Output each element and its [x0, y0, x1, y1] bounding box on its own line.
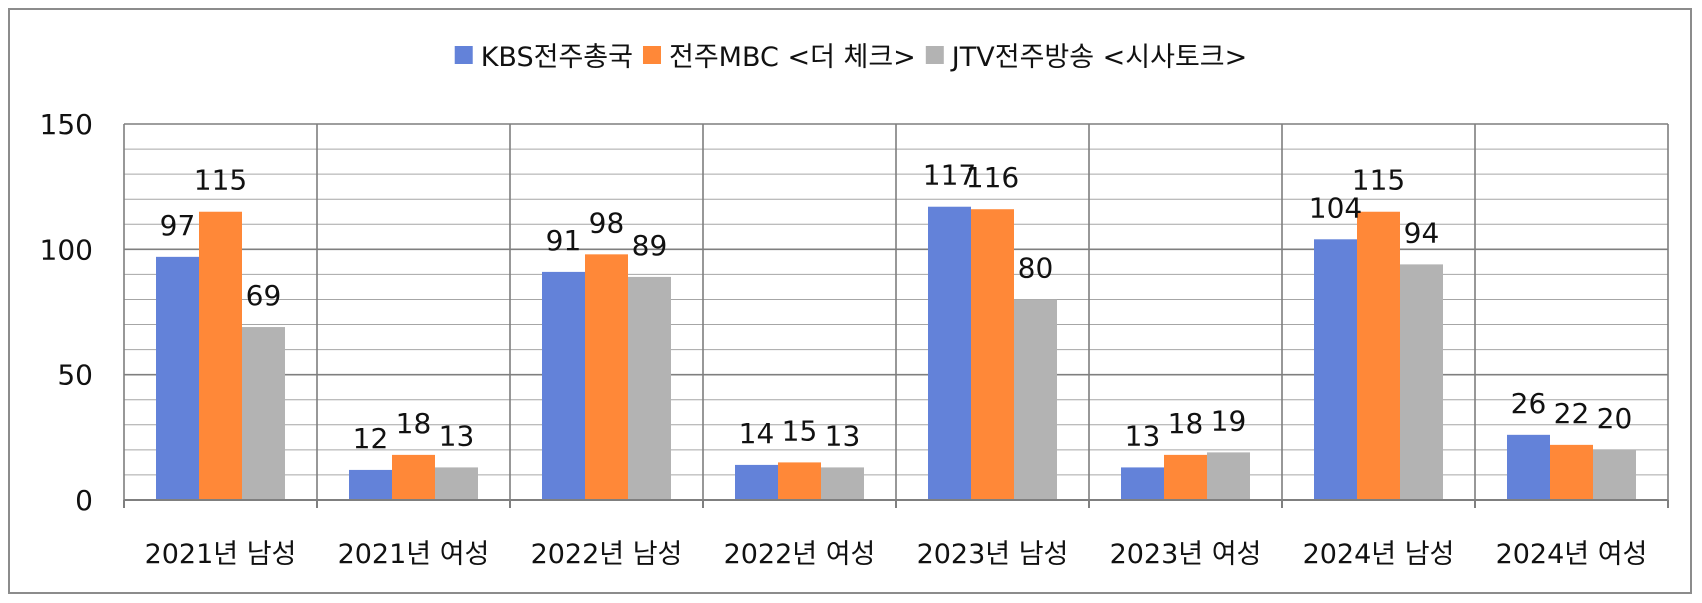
bar	[1357, 211, 1400, 500]
data-label: 89	[632, 229, 668, 262]
legend-label: JTV전주방송 <시사토크>	[950, 42, 1247, 73]
data-label: 117	[923, 159, 976, 192]
x-tick-label: 2021년 남성	[145, 539, 297, 570]
bar	[242, 327, 285, 500]
bar-layer	[156, 206, 1636, 500]
data-label: 98	[589, 206, 625, 239]
y-tick-label: 0	[75, 484, 93, 517]
y-tick-label: 150	[40, 108, 93, 141]
bar	[821, 467, 864, 500]
bar	[392, 454, 435, 500]
data-label: 18	[1168, 407, 1204, 440]
bar	[349, 469, 392, 500]
data-label: 12	[353, 422, 389, 455]
data-label: 115	[194, 164, 247, 197]
data-label: 26	[1511, 387, 1547, 420]
bar	[1593, 449, 1636, 500]
bar	[199, 211, 242, 500]
bar	[971, 209, 1014, 500]
data-label: 97	[160, 209, 196, 242]
x-tick-label: 2023년 남성	[917, 539, 1069, 570]
x-tick-label: 2021년 여성	[338, 539, 490, 570]
y-tick-label: 50	[57, 359, 93, 392]
x-tick-label: 2024년 남성	[1303, 539, 1455, 570]
data-label: 91	[546, 224, 582, 257]
bar	[1121, 467, 1164, 500]
data-label: 115	[1352, 164, 1405, 197]
bar	[1207, 452, 1250, 500]
data-label: 116	[966, 161, 1019, 194]
data-label: 14	[739, 417, 775, 450]
bar	[1507, 434, 1550, 500]
x-tick-label: 2024년 여성	[1496, 539, 1648, 570]
bar	[585, 254, 628, 500]
bar	[435, 467, 478, 500]
axis-layer: 2021년 남성 2021년 여성 2022년 남성 2022년 여성 2023년 남성…	[40, 108, 1669, 570]
legend: KBS전주총국 전주MBC <더 체크> JTV전주방송 <시사토크>	[454, 42, 1247, 73]
bar	[156, 256, 199, 500]
data-label: 13	[1125, 419, 1161, 452]
data-label: 15	[782, 414, 818, 447]
x-tick-label: 2023년 여성	[1110, 539, 1262, 570]
bar	[1314, 239, 1357, 500]
data-label: 69	[246, 279, 282, 312]
legend-label: KBS전주총국	[481, 42, 633, 73]
legend-swatch	[454, 46, 473, 64]
bar	[1164, 454, 1207, 500]
bar	[1550, 444, 1593, 500]
bar	[778, 462, 821, 500]
bar	[542, 271, 585, 500]
data-label: 13	[825, 419, 861, 452]
data-label: 18	[396, 407, 432, 440]
bar	[628, 276, 671, 500]
y-tick-label: 100	[40, 233, 93, 266]
data-label: 94	[1404, 216, 1440, 249]
data-label: 22	[1554, 397, 1590, 430]
data-label: 19	[1211, 404, 1247, 437]
data-label: 104	[1309, 191, 1362, 224]
legend-swatch	[642, 46, 661, 64]
legend-label: 전주MBC <더 체크>	[669, 42, 916, 73]
data-label: 80	[1018, 251, 1054, 284]
bar	[928, 206, 971, 500]
x-tick-label: 2022년 여성	[724, 539, 876, 570]
bar	[1400, 264, 1443, 500]
x-tick-label: 2022년 남성	[531, 539, 683, 570]
data-label: 20	[1597, 402, 1633, 435]
data-label: 13	[439, 419, 475, 452]
bar	[735, 464, 778, 500]
legend-swatch	[925, 46, 944, 64]
bar	[1014, 299, 1057, 500]
